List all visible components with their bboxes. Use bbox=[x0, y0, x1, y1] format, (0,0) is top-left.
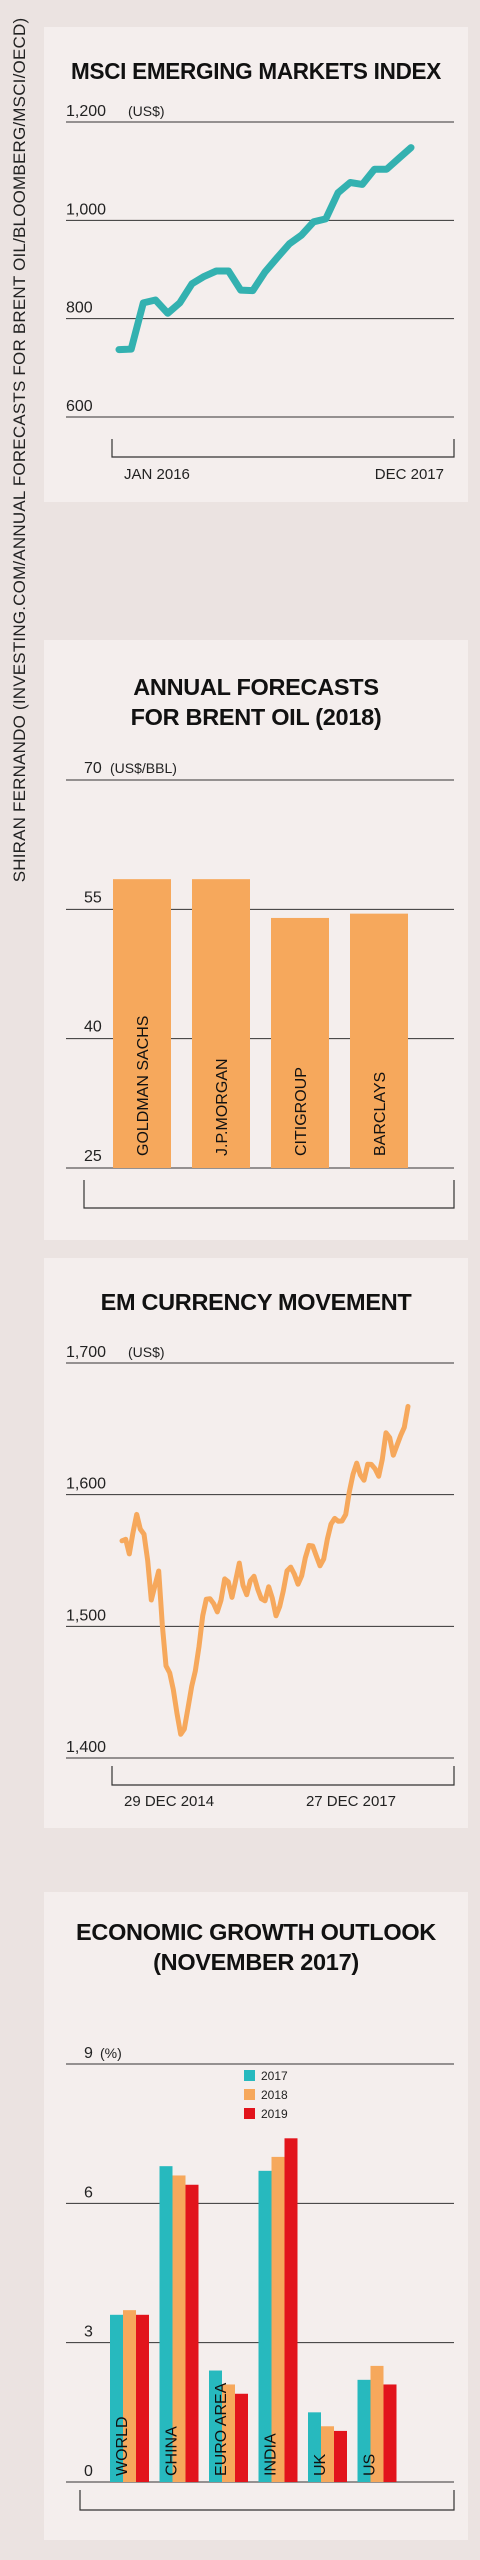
y-tick-label: 1,200 bbox=[66, 103, 106, 120]
bar bbox=[284, 2138, 298, 2482]
bar bbox=[350, 913, 408, 1168]
chart-title: ANNUAL FORECASTS bbox=[133, 674, 378, 700]
unit-label: (US$/BBL) bbox=[110, 760, 177, 776]
msci-series-line bbox=[115, 144, 415, 354]
bar bbox=[370, 2365, 384, 2482]
bar-label: CITIGROUP bbox=[293, 1067, 310, 1156]
currency-panel: EM CURRENCY MOVEMENT 1,400 1,500 1,600 1,700… bbox=[44, 1258, 468, 1828]
legend-label: 2018 bbox=[261, 2088, 288, 2102]
bar bbox=[113, 879, 171, 1168]
y-tick-label: 1,000 bbox=[66, 201, 106, 218]
unit-label: (US$) bbox=[128, 103, 165, 119]
y-tick-label: 25 bbox=[84, 1148, 102, 1165]
bar bbox=[357, 2379, 371, 2482]
legend-label: 2017 bbox=[261, 2069, 288, 2083]
category-label: EURO AREA bbox=[213, 2382, 230, 2476]
bar bbox=[209, 2370, 222, 2482]
credit-line: SHIRAN FERNANDO (INVESTING.COM/ANNUAL FO… bbox=[0, 0, 40, 900]
bar bbox=[222, 2384, 235, 2482]
y-tick-label: 55 bbox=[84, 889, 102, 906]
msci-chart: MSCI EMERGING MARKETS INDEX 600 800 1,000 1,… bbox=[66, 58, 455, 483]
unit-label: (US$) bbox=[128, 1344, 165, 1360]
y-tick-label: 0 bbox=[84, 2463, 93, 2480]
bar bbox=[185, 2184, 199, 2482]
y-tick-label: 6 bbox=[84, 2184, 93, 2201]
currency-chart: EM CURRENCY MOVEMENT 1,400 1,500 1,600 1,700… bbox=[66, 1289, 455, 1810]
bar bbox=[110, 2314, 123, 2482]
chart-title: FOR BRENT OIL (2018) bbox=[131, 704, 382, 730]
category-label: US bbox=[362, 2454, 379, 2476]
x-tick-label: JAN 2016 bbox=[124, 466, 190, 483]
bar bbox=[192, 879, 250, 1168]
bar bbox=[383, 2384, 397, 2482]
bar-label: J.P.MORGAN bbox=[214, 1059, 231, 1157]
y-tick-label: 40 bbox=[84, 1019, 102, 1036]
currency-series-line bbox=[119, 1403, 411, 1737]
y-tick-label: 9 bbox=[84, 2045, 93, 2062]
credit-text: SHIRAN FERNANDO (INVESTING.COM/ANNUAL FO… bbox=[10, 17, 29, 883]
brent-panel: ANNUAL FORECASTS FOR BRENT OIL (2018) 25 40… bbox=[44, 640, 468, 1240]
x-axis bbox=[79, 2490, 455, 2511]
x-tick-label: 29 DEC 2014 bbox=[124, 1793, 214, 1810]
x-axis bbox=[111, 439, 455, 458]
legend-label: 2019 bbox=[261, 2107, 288, 2121]
growth-panel: ECONOMIC GROWTH OUTLOOK (NOVEMBER 2017) 0 3… bbox=[44, 1892, 468, 2540]
chart-title: ECONOMIC GROWTH OUTLOOK bbox=[76, 1919, 436, 1945]
category-label: CHINA bbox=[164, 2426, 181, 2476]
bar bbox=[159, 2166, 173, 2482]
growth-chart: ECONOMIC GROWTH OUTLOOK (NOVEMBER 2017) 0 3… bbox=[66, 1919, 455, 2511]
unit-label: (%) bbox=[100, 2045, 122, 2061]
y-tick-label: 3 bbox=[84, 2324, 93, 2341]
legend-swatch bbox=[244, 2089, 255, 2100]
legend-swatch bbox=[244, 2108, 255, 2119]
bar bbox=[172, 2175, 186, 2482]
chart-title: (NOVEMBER 2017) bbox=[153, 1949, 359, 1975]
y-tick-label: 800 bbox=[66, 300, 93, 317]
bar-label: GOLDMAN SACHS bbox=[135, 1016, 152, 1156]
bar bbox=[271, 2156, 285, 2482]
category-label: UK bbox=[312, 2453, 329, 2476]
bar bbox=[136, 2314, 149, 2482]
y-tick-label: 1,700 bbox=[66, 1344, 106, 1361]
bar bbox=[321, 2426, 334, 2482]
category-label: WORLD bbox=[114, 2416, 131, 2476]
y-tick-label: 1,600 bbox=[66, 1476, 106, 1493]
legend-swatch bbox=[244, 2070, 255, 2081]
y-tick-label: 1,500 bbox=[66, 1607, 106, 1624]
chart-title: EM CURRENCY MOVEMENT bbox=[101, 1289, 413, 1315]
category-label: INDIA bbox=[263, 2433, 280, 2476]
bar bbox=[308, 2412, 321, 2482]
chart-title: MSCI EMERGING MARKETS INDEX bbox=[71, 58, 442, 84]
x-tick-label: 27 DEC 2017 bbox=[306, 1793, 396, 1810]
bar bbox=[258, 2170, 272, 2482]
x-axis bbox=[83, 1180, 455, 1209]
msci-panel: MSCI EMERGING MARKETS INDEX 600 800 1,000 1,… bbox=[44, 27, 468, 502]
bar bbox=[235, 2393, 248, 2482]
y-tick-label: 70 bbox=[84, 760, 102, 777]
x-tick-label: DEC 2017 bbox=[375, 466, 444, 483]
bar bbox=[271, 917, 329, 1168]
bar bbox=[334, 2430, 347, 2482]
x-axis bbox=[111, 1766, 455, 1786]
y-tick-label: 1,400 bbox=[66, 1739, 106, 1756]
y-tick-label: 600 bbox=[66, 398, 93, 415]
brent-chart: ANNUAL FORECASTS FOR BRENT OIL (2018) 25 40… bbox=[66, 674, 455, 1209]
bar bbox=[123, 2310, 136, 2482]
bar-label: BARCLAYS bbox=[372, 1072, 389, 1156]
